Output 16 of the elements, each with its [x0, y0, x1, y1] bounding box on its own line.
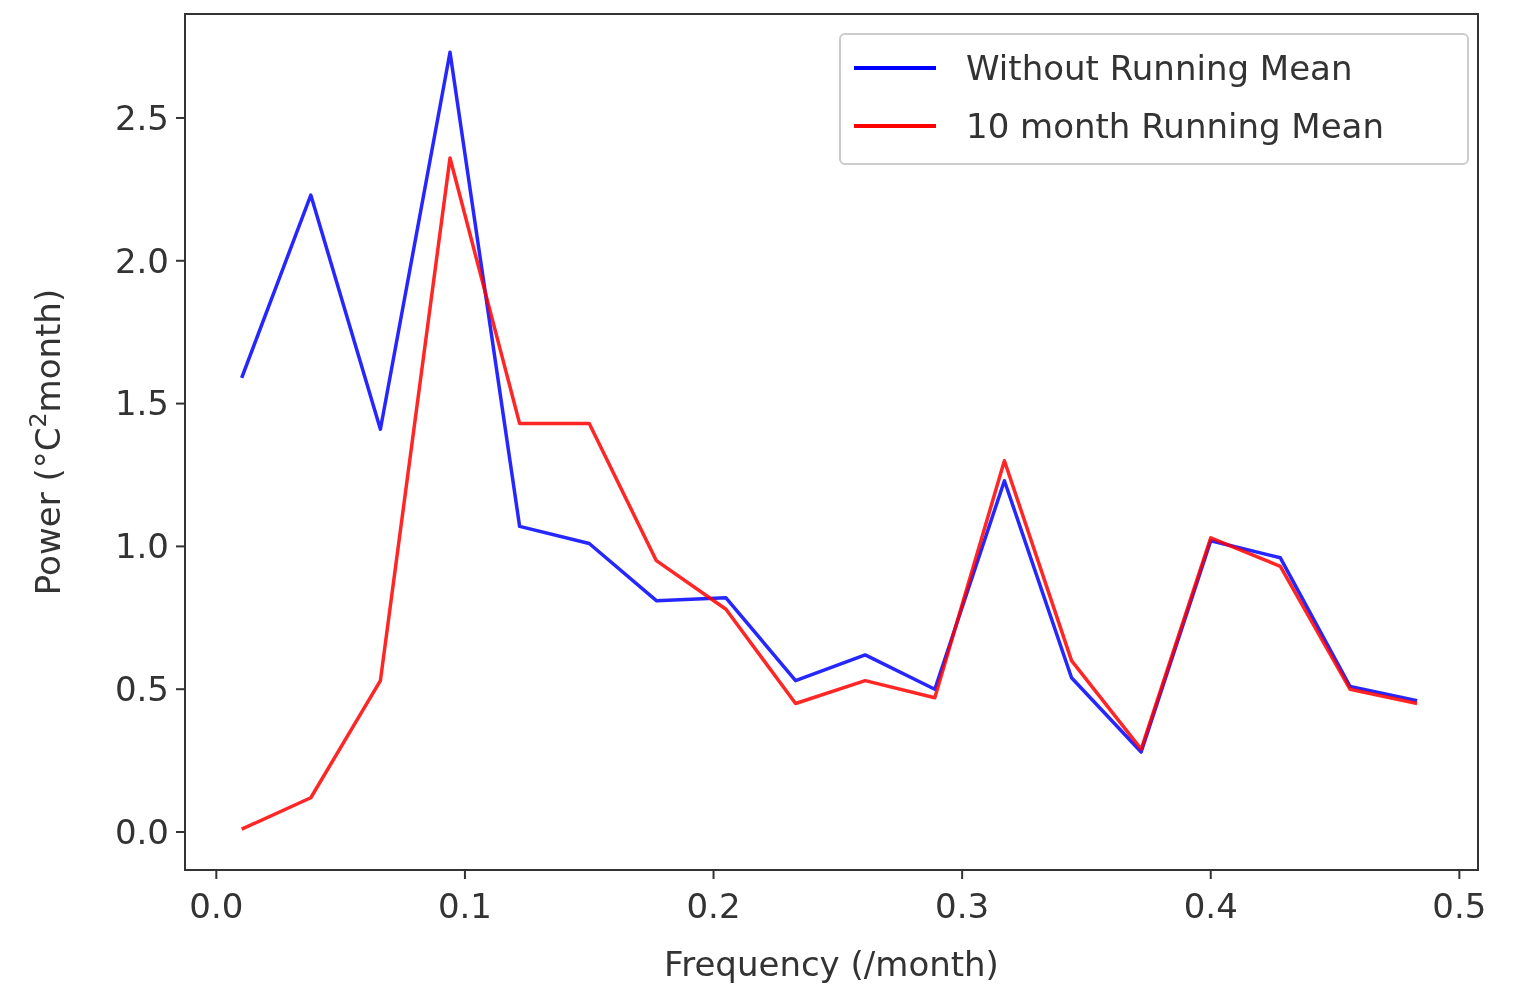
- y-tick-label: 2.5: [114, 97, 169, 138]
- x-tick-label: 0.4: [1183, 886, 1238, 926]
- x-tick-label: 0.2: [686, 886, 741, 926]
- y-tick-label: 0.5: [114, 669, 169, 710]
- x-tick-label: 0.5: [1432, 886, 1487, 926]
- legend-label: 10 month Running Mean: [966, 105, 1384, 146]
- y-tick-label: 1.5: [114, 383, 169, 424]
- y-tick-label: 0.0: [114, 811, 169, 852]
- x-tick-label: 0.3: [935, 886, 990, 926]
- line-series: [239, 156, 1419, 831]
- y-tick-label: 2.0: [114, 240, 169, 281]
- y-tick-label: 1.0: [114, 526, 169, 567]
- legend-label: Without Running Mean: [966, 47, 1353, 88]
- x-tick-label: 0.1: [437, 886, 492, 926]
- x-axis-title: Frequency (/month): [664, 944, 999, 984]
- x-tick-label: 0.0: [189, 886, 244, 926]
